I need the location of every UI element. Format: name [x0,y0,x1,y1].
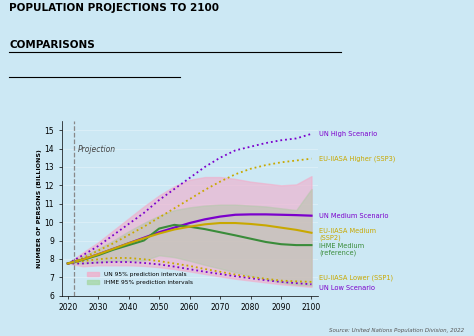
Y-axis label: NUMBER OF PERSONS (BILLIONS): NUMBER OF PERSONS (BILLIONS) [36,149,42,268]
Text: IHME Medium
(reference): IHME Medium (reference) [319,243,364,256]
Text: Source: United Nations Population Division, 2022: Source: United Nations Population Divisi… [329,328,465,333]
Text: EU-IIASA Medium
(SSP2): EU-IIASA Medium (SSP2) [319,228,376,241]
Text: UN Medium Scenario: UN Medium Scenario [319,213,389,219]
Text: POPULATION PROJECTIONS TO 2100: POPULATION PROJECTIONS TO 2100 [9,3,219,13]
Text: Projection: Projection [77,145,116,154]
Text: COMPARISONS: COMPARISONS [9,40,95,50]
Text: UN High Scenario: UN High Scenario [319,131,377,137]
Text: UN Low Scenario: UN Low Scenario [319,285,375,291]
Text: EU-IIASA Higher (SSP3): EU-IIASA Higher (SSP3) [319,156,395,162]
Legend: UN 95% prediction intervals, IHME 95% prediction intervals: UN 95% prediction intervals, IHME 95% pr… [85,270,195,288]
Text: EU-IIASA Lower (SSP1): EU-IIASA Lower (SSP1) [319,274,393,281]
